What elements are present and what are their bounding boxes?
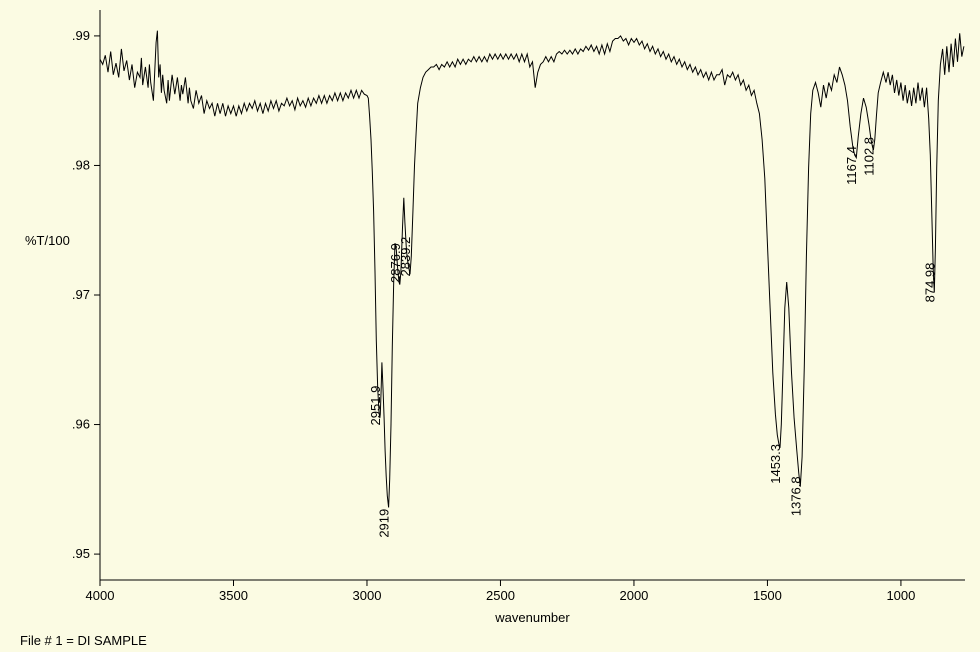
x-axis-label: wavenumber (494, 610, 570, 625)
x-tick-label: 2500 (486, 588, 515, 603)
ir-spectrum-chart: 4000 3500 3000 2500 2000 1500 1000 .95 .96 .97 .98… (0, 0, 980, 652)
peak-label: 1167.4 (844, 146, 859, 185)
peak-label: 2951.9 (368, 386, 383, 426)
x-tick-label: 1500 (753, 588, 782, 603)
x-tick-label: 3500 (219, 588, 248, 603)
y-tick-label: .96 (72, 417, 90, 432)
x-tick-label: 4000 (86, 588, 115, 603)
x-tick-label: 2000 (619, 588, 648, 603)
peak-label: 1376.8 (788, 476, 803, 516)
peak-label: 1453.3 (768, 444, 783, 484)
x-tick-label: 1000 (886, 588, 915, 603)
peak-label: 2919 (377, 509, 392, 538)
y-tick-label: .97 (72, 287, 90, 302)
peak-label: 874.98 (922, 263, 937, 303)
y-tick-label: .99 (72, 28, 90, 43)
x-tick-label: 3000 (353, 588, 382, 603)
peak-label: 1102.8 (861, 137, 876, 176)
file-label: File # 1 = DI SAMPLE (20, 633, 147, 648)
peak-label: 2839.2 (398, 237, 413, 277)
y-axis-label: %T/100 (25, 233, 70, 248)
y-tick-label: .95 (72, 546, 90, 561)
y-tick-label: .98 (72, 157, 90, 172)
